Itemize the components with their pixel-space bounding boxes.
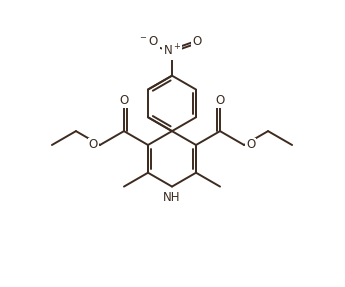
- Text: $^-$O: $^-$O: [138, 35, 159, 48]
- Text: NH: NH: [163, 191, 181, 203]
- Text: N$^+$: N$^+$: [163, 43, 181, 59]
- Text: O: O: [192, 35, 201, 48]
- Text: O: O: [246, 139, 255, 152]
- Text: O: O: [89, 139, 98, 152]
- Text: O: O: [215, 94, 225, 107]
- Text: O: O: [119, 94, 129, 107]
